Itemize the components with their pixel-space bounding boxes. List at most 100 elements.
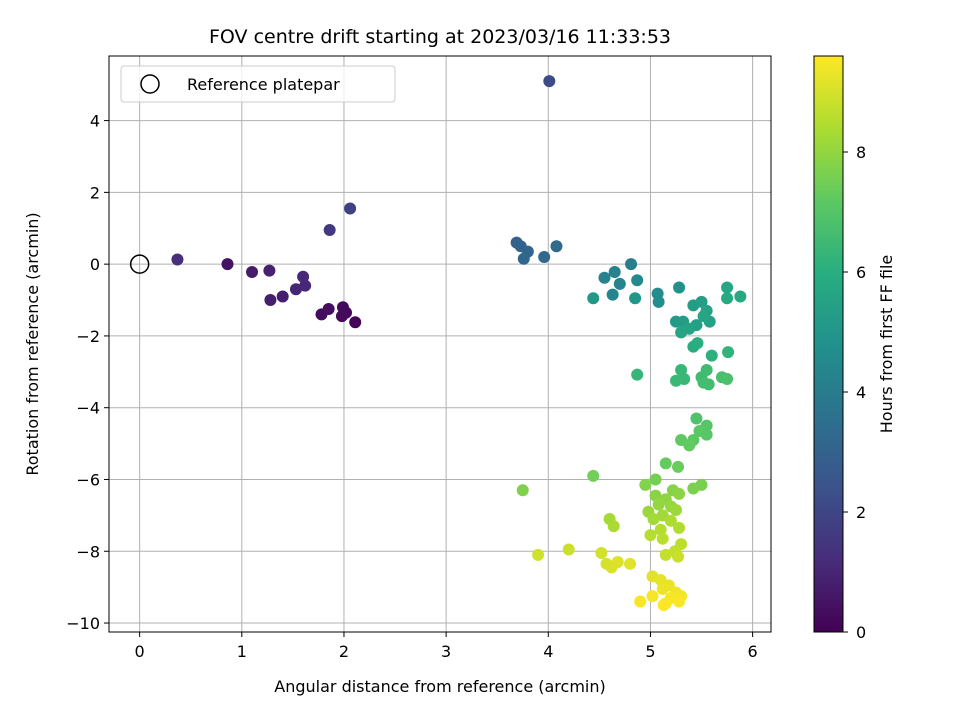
data-point xyxy=(705,349,718,362)
data-point xyxy=(322,303,335,316)
colorbar-label: Hours from first FF file xyxy=(877,255,896,434)
data-point xyxy=(656,532,669,545)
data-point xyxy=(297,270,310,283)
data-point xyxy=(595,547,608,560)
y-axis-label: Rotation from reference (arcmin) xyxy=(23,212,42,475)
data-point xyxy=(721,281,734,294)
x-tick-label: 0 xyxy=(135,642,145,661)
data-point xyxy=(659,457,672,470)
data-point xyxy=(697,376,710,389)
legend-open-circle-icon xyxy=(140,74,160,94)
data-point xyxy=(631,368,644,381)
colorbar-tick-label: 2 xyxy=(856,503,866,522)
data-point xyxy=(669,503,682,516)
data-point xyxy=(629,292,642,305)
data-point xyxy=(532,548,545,561)
x-tick-label: 6 xyxy=(748,642,758,661)
legend: Reference platepar xyxy=(120,65,396,103)
data-point xyxy=(543,75,556,88)
data-point xyxy=(647,512,660,525)
data-point xyxy=(516,484,529,497)
data-point xyxy=(722,346,735,359)
y-tick-label: 0 xyxy=(90,255,100,274)
colorbar-gradient xyxy=(813,55,844,633)
data-point xyxy=(734,290,747,303)
data-point xyxy=(264,294,277,307)
data-point xyxy=(690,412,703,425)
y-tick-label: 4 xyxy=(90,112,100,131)
y-tick-label: −6 xyxy=(76,470,100,489)
x-axis-ticks: 0 1 2 3 4 5 6 xyxy=(135,632,758,661)
data-point xyxy=(695,295,708,308)
x-tick-label: 5 xyxy=(645,642,655,661)
data-point xyxy=(721,292,734,305)
colorbar-tick-label: 6 xyxy=(856,263,866,282)
data-point xyxy=(672,550,685,563)
data-point xyxy=(517,252,530,265)
data-point xyxy=(263,264,276,277)
data-point xyxy=(673,487,686,500)
y-tick-label: 2 xyxy=(90,183,100,202)
y-tick-label: −4 xyxy=(76,399,100,418)
data-point xyxy=(562,543,575,556)
data-point xyxy=(683,439,696,452)
y-axis-ticks: 4 2 0 −2 −4 −6 −8 −10 xyxy=(66,112,109,633)
data-point xyxy=(654,523,667,536)
y-tick-label: −10 xyxy=(66,614,100,633)
colorbar: 0 2 4 6 8 Hours from first FF file xyxy=(813,55,896,642)
data-point xyxy=(646,590,659,603)
y-tick-label: −2 xyxy=(76,327,100,346)
data-point xyxy=(299,279,312,292)
data-point xyxy=(323,224,336,237)
data-point xyxy=(335,310,348,323)
data-point xyxy=(344,202,357,215)
data-point xyxy=(693,425,706,438)
data-point xyxy=(634,595,647,608)
data-point xyxy=(611,556,624,569)
data-point xyxy=(631,274,644,287)
x-axis-label: Angular distance from reference (arcmin) xyxy=(274,677,605,696)
data-point xyxy=(675,326,688,339)
data-point xyxy=(606,288,619,301)
data-point xyxy=(652,498,665,511)
colorbar-tick-label: 4 xyxy=(856,383,866,402)
data-point xyxy=(607,520,620,533)
data-point xyxy=(673,595,686,608)
legend-box xyxy=(120,65,396,103)
legend-entry-reference-platepar: Reference platepar xyxy=(187,75,340,94)
data-point xyxy=(336,301,349,314)
data-point xyxy=(691,337,704,350)
data-point xyxy=(687,482,700,495)
data-point xyxy=(550,240,563,253)
data-point xyxy=(656,582,669,595)
grid-lines xyxy=(109,56,771,632)
data-point xyxy=(700,364,713,377)
data-point xyxy=(659,548,672,561)
data-point xyxy=(608,266,621,279)
data-point xyxy=(349,316,362,329)
data-point xyxy=(613,277,626,290)
data-point xyxy=(672,460,685,473)
data-point xyxy=(276,290,289,303)
data-point xyxy=(664,514,677,527)
data-point xyxy=(221,258,234,271)
x-tick-label: 1 xyxy=(237,642,247,661)
data-point xyxy=(587,469,600,482)
data-point xyxy=(673,281,686,294)
data-point xyxy=(721,372,734,385)
data-point xyxy=(625,258,638,271)
data-point xyxy=(652,295,665,308)
data-point xyxy=(669,374,682,387)
x-tick-label: 4 xyxy=(543,642,553,661)
scatter-points xyxy=(171,75,747,612)
data-point xyxy=(644,529,657,542)
data-point xyxy=(289,283,302,296)
data-point xyxy=(171,253,184,266)
data-point xyxy=(639,478,652,491)
reference-point-marker xyxy=(129,254,150,274)
colorbar-ticks: 0 2 4 6 8 xyxy=(843,143,866,642)
x-tick-label: 3 xyxy=(441,642,451,661)
colorbar-tick-label: 8 xyxy=(856,143,866,162)
colorbar-tick-label: 0 xyxy=(856,623,866,642)
